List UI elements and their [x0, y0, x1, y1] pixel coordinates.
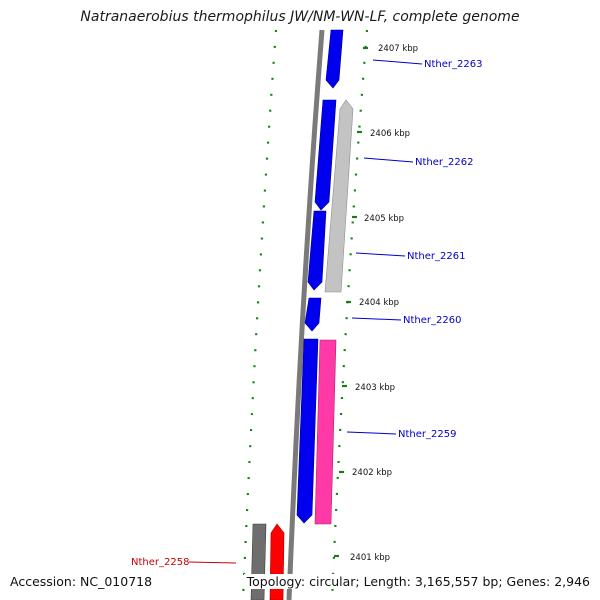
accession-label: Accession: NC_010718 — [10, 574, 153, 589]
leader-nther-2260 — [351, 317, 402, 321]
outer-ring-dots — [241, 29, 278, 600]
label-nther-2260[interactable]: Nther_2260 — [403, 315, 461, 326]
label-nther-2263[interactable]: Nther_2263 — [424, 59, 482, 70]
genome-backbone — [286, 29, 325, 600]
label-nther-2262[interactable]: Nther_2262 — [415, 157, 473, 168]
gene-reverse-grey[interactable] — [324, 99, 354, 293]
genome-summary: Topology: circular; Length: 3,165,557 bp… — [243, 574, 590, 589]
gene-nther-2260[interactable] — [304, 297, 322, 332]
tick-label-2406: 2406 kbp — [370, 129, 410, 139]
tick-label-2403: 2403 kbp — [355, 383, 395, 393]
leader-nther-2258 — [188, 561, 237, 564]
leader-nther-2261 — [355, 252, 406, 257]
tick-label-2404: 2404 kbp — [359, 298, 399, 308]
gene-nther-2262[interactable] — [314, 99, 337, 211]
tick-label-2402: 2402 kbp — [352, 468, 392, 478]
gene-reverse-pink[interactable] — [314, 339, 337, 525]
gene-nther-2259[interactable] — [296, 338, 319, 524]
leader-nther-2263 — [372, 59, 423, 65]
label-nther-2261[interactable]: Nther_2261 — [407, 251, 465, 262]
leader-nther-2259 — [346, 431, 397, 435]
map-title: Natranaerobius thermophilus JW/NM-WN-LF,… — [80, 9, 520, 25]
label-nther-2258[interactable]: Nther_2258 — [131, 557, 189, 568]
gene-nther-2263[interactable] — [325, 29, 344, 89]
tick-label-2401: 2401 kbp — [350, 553, 390, 563]
label-nther-2259[interactable]: Nther_2259 — [398, 429, 456, 440]
tick-label-2407: 2407 kbp — [378, 44, 418, 54]
tick-marks — [334, 46, 368, 558]
tick-label-2405: 2405 kbp — [364, 214, 404, 224]
gene-nther-2261[interactable] — [307, 210, 327, 291]
leader-nther-2262 — [363, 157, 414, 163]
